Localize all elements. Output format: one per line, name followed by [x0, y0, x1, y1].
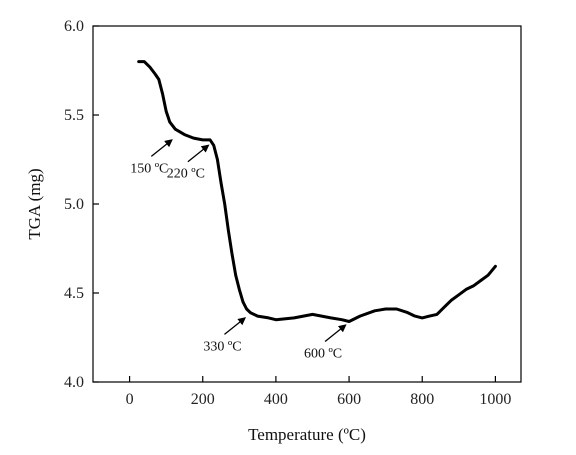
annotation-label: 600 ºC: [304, 346, 342, 361]
annotation-arrow: [150, 139, 173, 157]
x-tick-label: 800: [410, 391, 434, 408]
x-tick-label: 1000: [479, 391, 511, 408]
y-axis-ticks: 4.0 4.5 5.0 5.5 6.0: [64, 18, 99, 391]
tga-series-line: [137, 60, 497, 323]
x-axis-title: Temperature (ºC): [248, 425, 366, 444]
annotation-label: 220 ºC: [167, 167, 205, 182]
y-tick-label: 4.0: [64, 374, 84, 391]
y-tick-label: 4.5: [64, 285, 84, 302]
x-tick-label: 0: [126, 391, 134, 408]
x-tick-label: 400: [264, 391, 288, 408]
y-tick-label: 5.0: [64, 196, 84, 213]
annotation-arrow: [224, 317, 247, 335]
annotation-arrow: [187, 144, 210, 163]
y-tick-label: 6.0: [64, 18, 84, 35]
annotation-label: 330 ºC: [203, 339, 241, 354]
x-axis-ticks: 0 200 400 600 800 1000: [126, 376, 511, 408]
annotation-arrow: [324, 324, 347, 342]
x-tick-label: 200: [191, 391, 215, 408]
y-axis-title: TGA (mg): [25, 168, 44, 239]
x-tick-label: 600: [337, 391, 361, 408]
annotation-label: 150 ºC: [130, 161, 168, 176]
y-tick-label: 5.5: [64, 107, 84, 124]
